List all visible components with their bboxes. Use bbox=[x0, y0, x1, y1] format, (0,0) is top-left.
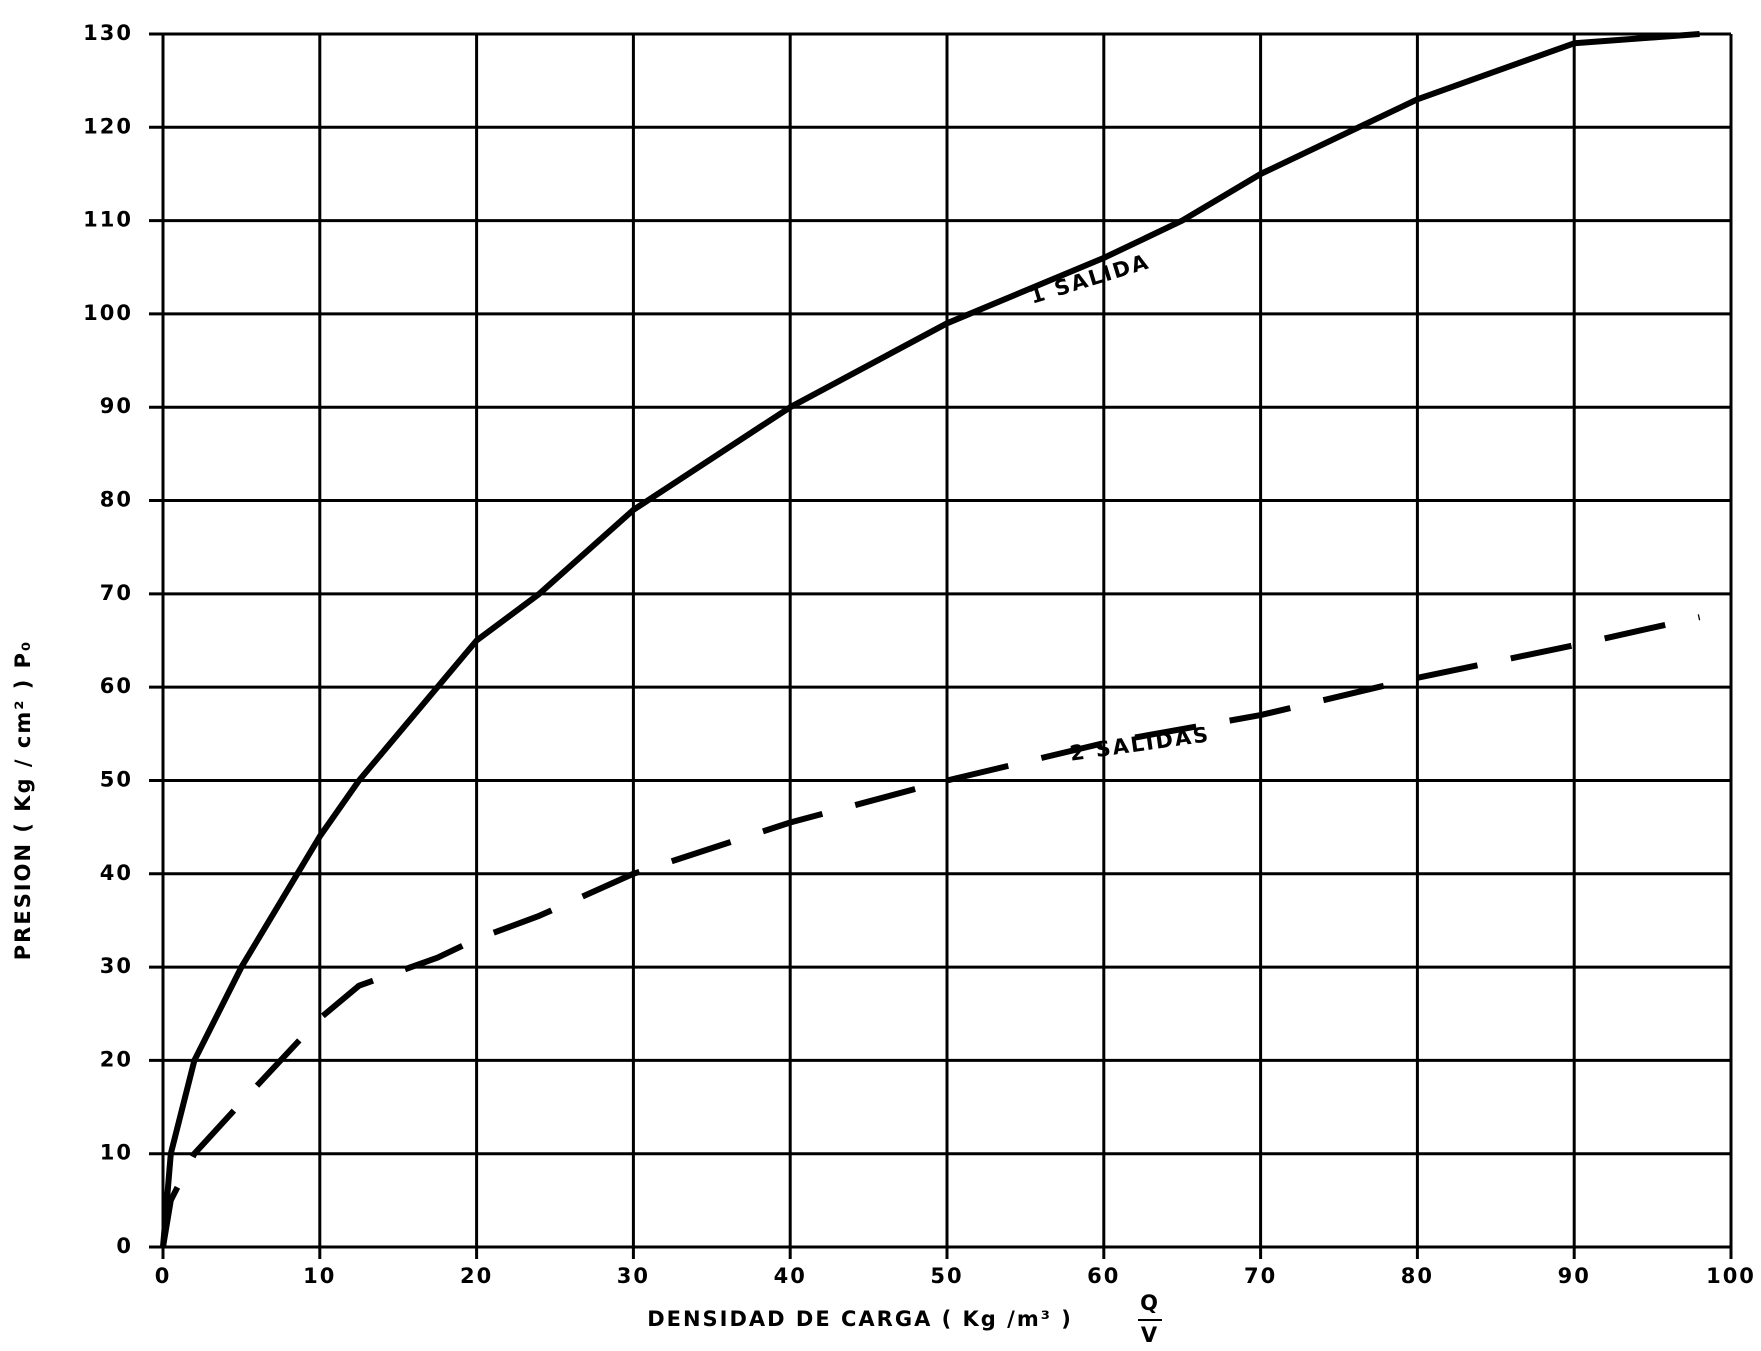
y-tick-label: 60 bbox=[100, 674, 133, 698]
x-label-numerator: Q bbox=[1140, 1291, 1160, 1315]
x-tick-label: 100 bbox=[1706, 1264, 1756, 1288]
x-tick-label: 60 bbox=[1087, 1264, 1120, 1288]
y-tick-label: 0 bbox=[116, 1234, 133, 1258]
x-tick-label: 30 bbox=[617, 1264, 650, 1288]
y-axis-label: PRESION ( Kg / cm² ) P₀ bbox=[11, 640, 35, 960]
y-tick-label: 40 bbox=[100, 861, 133, 885]
data-line bbox=[160, 614, 1701, 1248]
series-label: 2 SALIDAS bbox=[1068, 722, 1211, 765]
x-axis-label: DENSIDAD DE CARGA ( Kg /m³ ) bbox=[647, 1307, 1073, 1331]
x-label-denominator: V bbox=[1141, 1323, 1159, 1347]
series-label: 1 SALIDA bbox=[1027, 249, 1153, 308]
y-tick-label: 10 bbox=[100, 1141, 133, 1165]
y-tick-label: 120 bbox=[83, 114, 133, 138]
y-tick-label: 20 bbox=[100, 1047, 133, 1071]
x-tick-label: 40 bbox=[774, 1264, 807, 1288]
y-tick-label: 30 bbox=[100, 954, 133, 978]
x-tick-label: 80 bbox=[1401, 1264, 1434, 1288]
x-tick-label: 70 bbox=[1244, 1264, 1277, 1288]
x-tick-label: 90 bbox=[1558, 1264, 1591, 1288]
y-tick-label: 130 bbox=[83, 21, 133, 45]
x-tick-label: 0 bbox=[155, 1264, 172, 1288]
x-tick-label: 50 bbox=[930, 1264, 963, 1288]
y-tick-label: 100 bbox=[83, 301, 133, 325]
x-tick-label: 10 bbox=[303, 1264, 336, 1288]
y-tick-label: 70 bbox=[100, 581, 133, 605]
y-tick-label: 90 bbox=[100, 394, 133, 418]
data-line bbox=[160, 31, 1700, 1248]
y-tick-label: 110 bbox=[83, 208, 133, 232]
x-tick-label: 20 bbox=[460, 1264, 493, 1288]
y-tick-label: 50 bbox=[100, 767, 133, 791]
y-tick-label: 80 bbox=[100, 488, 133, 512]
